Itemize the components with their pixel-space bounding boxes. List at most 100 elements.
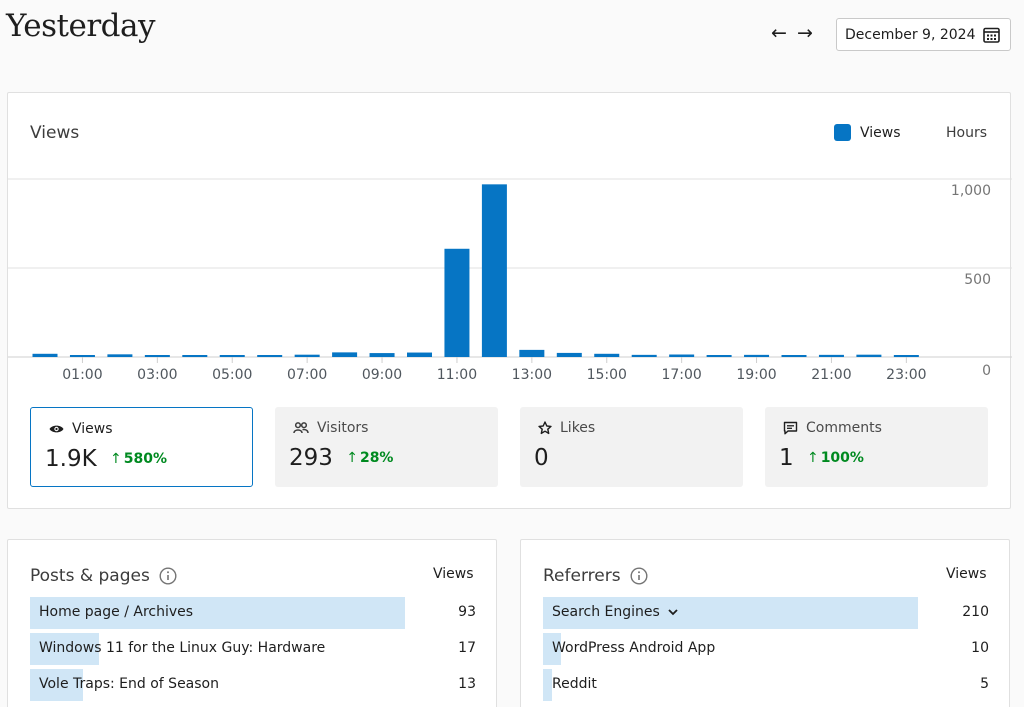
stat-value: 1 [779,445,794,471]
period-label: Hours [946,125,988,141]
row-bar [543,669,552,701]
list-row[interactable]: Reddit 5 [543,669,989,701]
stat-value: 1.9K [45,446,97,472]
chart-bar[interactable] [32,353,58,357]
chart-bar[interactable] [107,354,133,357]
chart-legend: Views [834,124,901,141]
up-arrow-icon: ↑ [346,450,358,466]
chart-bar[interactable] [182,355,208,357]
chart-bar[interactable] [294,354,320,357]
chart-bar[interactable] [481,184,507,357]
stat-label-text: Likes [560,420,596,436]
stat-label-text: Comments [806,420,882,436]
posts-title: Posts & pages [30,566,177,586]
row-label-text: Search Engines [552,604,660,620]
chart-bar[interactable] [856,354,882,357]
row-bar [30,597,405,629]
row-label-text: Vole Traps: End of Season [39,676,219,692]
row-bar [30,633,99,665]
stat-value-row: 1 ↑ 100% [779,445,864,471]
x-tick-label: 23:00 [886,367,926,383]
row-label[interactable]: WordPress Android App [552,640,715,656]
chart-bar[interactable] [781,355,807,357]
x-tick-label: 07:00 [287,367,327,383]
stat-tile-views[interactable]: Views 1.9K ↑ 580% [30,407,253,487]
chart-bar[interactable] [556,352,582,357]
up-arrow-icon: ↑ [109,451,122,467]
posts-title-text: Posts & pages [30,566,150,586]
stat-tile-visitors[interactable]: Visitors 293 ↑ 28% [275,407,498,487]
row-label[interactable]: Vole Traps: End of Season [39,676,219,692]
previous-period-arrow-icon[interactable]: ← [771,22,787,44]
chart-bar[interactable] [818,354,844,357]
calendar-icon[interactable] [983,27,1000,43]
date-picker[interactable]: December 9, 2024 [836,18,1011,51]
chart-bar[interactable] [332,352,358,357]
chart-bar[interactable] [706,355,732,357]
info-icon[interactable] [159,567,177,585]
x-tick-label: 13:00 [512,367,552,383]
chart-bar[interactable] [369,353,395,357]
eye-icon [49,425,64,433]
chart-bar[interactable] [631,354,657,357]
x-tick-label: 15:00 [587,367,627,383]
people-icon [293,422,309,434]
referrers-card: Referrers Views Search Engines 210 WordPre… [520,539,1010,707]
referrers-title-text: Referrers [543,566,621,586]
chart-bar[interactable] [257,355,283,357]
chevron-down-icon[interactable] [667,608,679,616]
referrers-views-column-header: Views [946,566,987,582]
stat-change-value: 580% [123,451,167,467]
row-value: 10 [971,640,989,656]
chart-bar[interactable] [669,354,695,357]
y-tick-label: 500 [964,272,991,288]
next-period-arrow-icon[interactable]: → [797,22,813,44]
chart-title: Views [30,123,80,143]
row-value: 13 [458,676,476,692]
chart-bar[interactable] [69,355,95,357]
stat-tile-comments[interactable]: Comments 1 ↑ 100% [765,407,988,487]
chart-bar[interactable] [594,353,620,357]
row-bar [30,669,83,701]
stat-value: 0 [534,445,549,471]
row-label[interactable]: Windows 11 for the Linux Guy: Hardware [39,640,325,656]
chart-bar[interactable] [407,352,432,357]
row-label[interactable]: Reddit [552,676,597,692]
stat-value-row: 1.9K ↑ 580% [45,446,167,472]
chart-bar[interactable] [744,354,770,357]
up-arrow-icon: ↑ [806,450,819,466]
stat-change: ↑ 580% [110,451,167,467]
row-label[interactable]: Search Engines [552,604,679,620]
stat-value-row: 293 ↑ 28% [289,445,393,471]
chart-bar[interactable] [144,355,170,357]
list-row[interactable]: Home page / Archives 93 [30,597,476,629]
chart-bar[interactable] [444,248,470,357]
list-row[interactable]: WordPress Android App 10 [543,633,989,665]
stat-change-value: 100% [820,450,864,466]
stat-value-row: 0 [534,445,549,471]
chart-bar[interactable] [893,355,919,357]
row-label-text: Home page / Archives [39,604,194,620]
stat-label: Visitors [293,420,368,436]
stat-change: ↑ 100% [807,450,864,466]
stat-label: Comments [783,420,882,436]
row-label[interactable]: Home page / Archives [39,604,193,620]
row-value: 17 [458,640,476,656]
x-tick-label: 03:00 [137,367,177,383]
row-label-text: Reddit [552,676,597,692]
info-icon[interactable] [630,567,648,585]
stat-tile-likes[interactable]: Likes 0 [520,407,743,487]
list-row[interactable]: Search Engines 210 [543,597,989,629]
list-row[interactable]: Windows 11 for the Linux Guy: Hardware 17 [30,633,476,665]
chart-bar[interactable] [219,355,245,357]
row-value: 210 [962,604,989,620]
row-label-text: Windows 11 for the Linux Guy: Hardware [39,640,326,656]
row-value: 5 [980,676,989,692]
stat-label: Likes [538,420,595,436]
comment-icon [783,421,798,435]
list-row[interactable]: Vole Traps: End of Season 13 [30,669,476,701]
views-chart-card: Views Views Hours 1,000 500 0 01:00 03:00 05:… [7,92,1012,509]
chart-bar[interactable] [519,349,545,357]
row-bar [543,597,918,629]
row-label-text: WordPress Android App [552,640,716,656]
